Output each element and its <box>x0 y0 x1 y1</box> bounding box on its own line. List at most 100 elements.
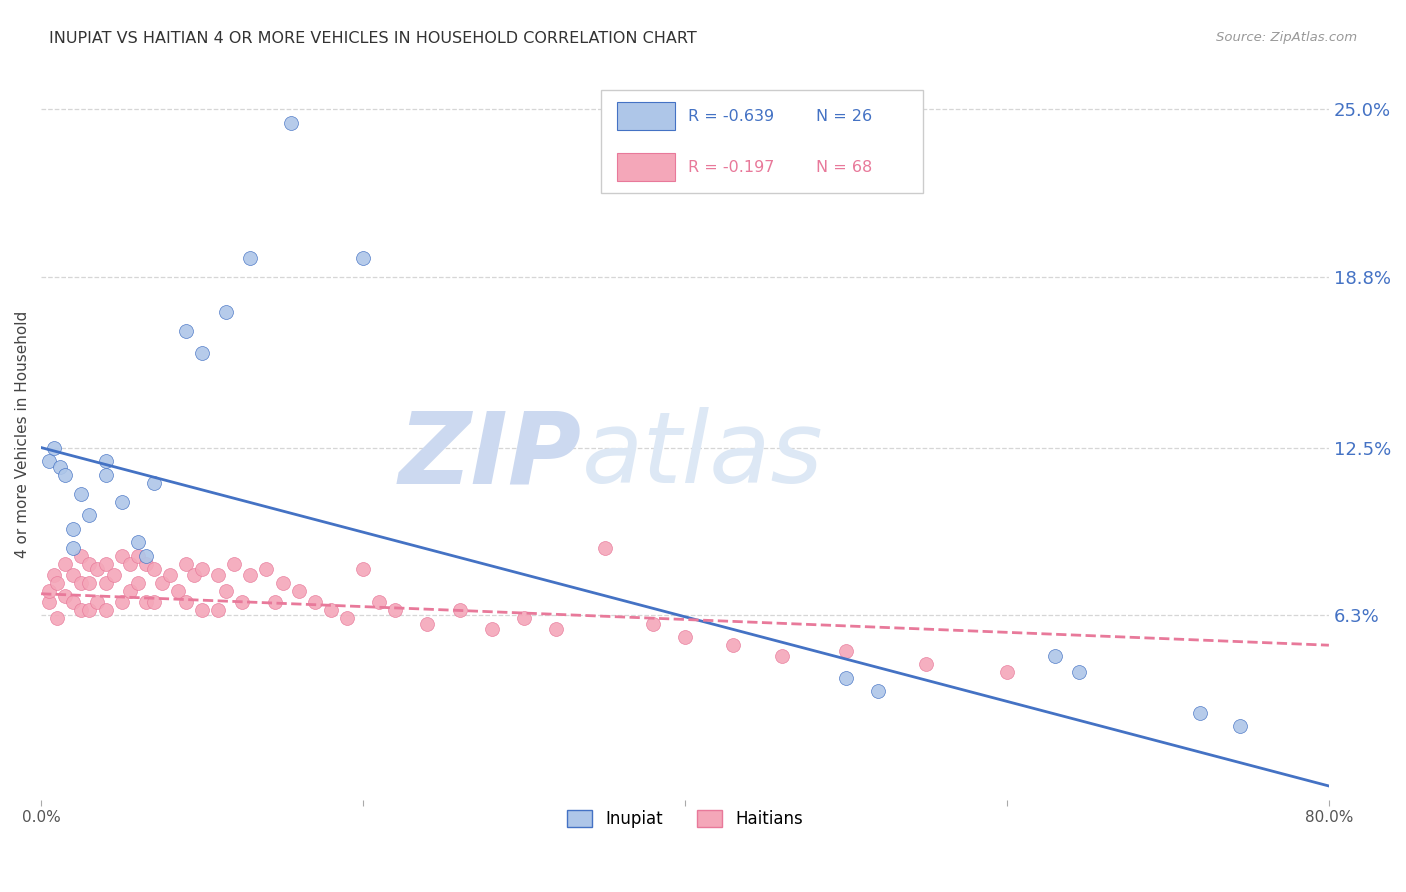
Point <box>167 584 190 599</box>
Point <box>191 603 214 617</box>
Point <box>723 638 745 652</box>
Point <box>280 116 302 130</box>
Point <box>79 557 101 571</box>
Point <box>641 616 664 631</box>
Text: ZIP: ZIP <box>399 408 582 505</box>
Point <box>110 494 132 508</box>
Point <box>319 603 342 617</box>
Point <box>53 590 76 604</box>
Point <box>513 611 536 625</box>
Text: N = 68: N = 68 <box>817 160 873 175</box>
Point <box>159 567 181 582</box>
Point <box>62 595 84 609</box>
Point <box>183 567 205 582</box>
Point <box>256 562 278 576</box>
Point <box>915 657 938 672</box>
Point <box>207 603 229 617</box>
Point <box>62 567 84 582</box>
Point <box>207 567 229 582</box>
Point <box>118 584 141 599</box>
Point <box>1069 665 1091 680</box>
Point <box>142 595 165 609</box>
Point <box>271 576 294 591</box>
Point <box>86 595 108 609</box>
Point <box>79 603 101 617</box>
Point <box>239 567 262 582</box>
Point <box>1045 648 1067 663</box>
Point <box>835 671 858 685</box>
Point <box>127 576 149 591</box>
Point <box>995 665 1018 680</box>
Point <box>70 486 93 500</box>
Point <box>110 595 132 609</box>
Point <box>835 643 858 657</box>
Text: R = -0.639: R = -0.639 <box>688 109 773 123</box>
Point <box>546 622 568 636</box>
Point <box>263 595 285 609</box>
Point <box>191 562 214 576</box>
Point <box>94 603 117 617</box>
Point <box>86 562 108 576</box>
Point <box>142 475 165 490</box>
Point <box>110 549 132 563</box>
Point <box>150 576 173 591</box>
Point <box>481 622 503 636</box>
Point <box>593 541 616 555</box>
Point <box>224 557 246 571</box>
Point <box>118 557 141 571</box>
FancyBboxPatch shape <box>602 90 924 193</box>
Point <box>103 567 125 582</box>
FancyBboxPatch shape <box>617 102 675 130</box>
Text: Source: ZipAtlas.com: Source: ZipAtlas.com <box>1216 31 1357 45</box>
Point <box>46 576 69 591</box>
Point <box>53 557 76 571</box>
Point <box>70 549 93 563</box>
Point <box>135 595 157 609</box>
Point <box>53 467 76 482</box>
Point <box>135 549 157 563</box>
Point <box>215 584 238 599</box>
Point <box>174 324 197 338</box>
Point <box>384 603 406 617</box>
Point <box>94 576 117 591</box>
Point <box>352 562 374 576</box>
Point <box>49 459 72 474</box>
Point <box>127 535 149 549</box>
Point <box>287 584 309 599</box>
Legend: Inupiat, Haitians: Inupiat, Haitians <box>561 804 810 835</box>
Point <box>174 557 197 571</box>
Point <box>416 616 439 631</box>
Point <box>70 576 93 591</box>
Point <box>62 541 84 555</box>
Point <box>352 251 374 265</box>
Point <box>1229 719 1251 733</box>
Point <box>42 567 65 582</box>
Point <box>673 630 696 644</box>
Y-axis label: 4 or more Vehicles in Household: 4 or more Vehicles in Household <box>15 310 30 558</box>
Point <box>79 576 101 591</box>
Point <box>336 611 359 625</box>
Point <box>449 603 471 617</box>
Point <box>368 595 391 609</box>
Text: N = 26: N = 26 <box>817 109 873 123</box>
Point <box>868 684 890 698</box>
Point <box>46 611 69 625</box>
Point <box>94 467 117 482</box>
Point <box>231 595 253 609</box>
Point <box>62 522 84 536</box>
Point <box>38 584 60 599</box>
Point <box>1189 706 1212 720</box>
Point <box>38 454 60 468</box>
Point <box>770 648 793 663</box>
Text: atlas: atlas <box>582 408 824 505</box>
Point <box>70 603 93 617</box>
Point <box>127 549 149 563</box>
Point <box>174 595 197 609</box>
Point <box>215 305 238 319</box>
Point <box>79 508 101 523</box>
Point <box>191 346 214 360</box>
Point <box>94 454 117 468</box>
Point <box>38 595 60 609</box>
Point <box>142 562 165 576</box>
Point <box>42 441 65 455</box>
